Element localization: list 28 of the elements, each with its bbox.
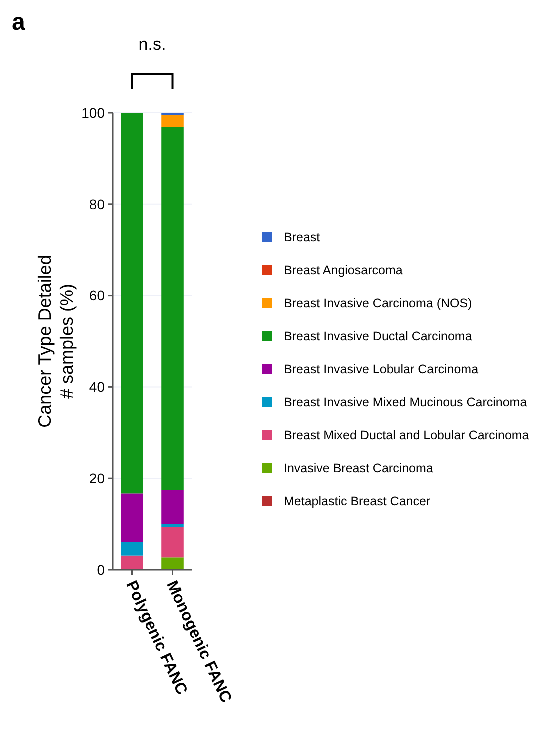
y-tick-label: 60 bbox=[89, 288, 106, 304]
y-tick-label: 40 bbox=[89, 379, 106, 396]
legend-label: Metaplastic Breast Cancer bbox=[284, 494, 431, 508]
legend-label: Breast bbox=[284, 230, 321, 244]
bar bbox=[121, 494, 144, 542]
bar bbox=[162, 127, 184, 490]
bar bbox=[162, 115, 184, 128]
text: n.s. bbox=[138, 35, 166, 54]
bar bbox=[162, 490, 184, 524]
y-tick-label: 0 bbox=[97, 562, 106, 578]
bar bbox=[162, 558, 184, 570]
legend-label: Breast Invasive Lobular Carcinoma bbox=[284, 362, 479, 376]
legend-label: Breast Mixed Ductal and Lobular Carcinoma bbox=[284, 428, 530, 442]
legend-label: Breast Invasive Mixed Mucinous Carcinoma bbox=[284, 395, 528, 410]
legend-label: Invasive Breast Carcinoma bbox=[284, 461, 434, 476]
bar bbox=[162, 528, 184, 558]
bar bbox=[121, 113, 144, 494]
bar bbox=[121, 556, 144, 570]
bar bbox=[121, 542, 144, 556]
y-tick-label: 20 bbox=[89, 470, 106, 486]
y-axis-title: Cancer Type Detailed # samples (%) bbox=[35, 255, 77, 428]
legend-label: Breast Angiosarcoma bbox=[284, 263, 403, 278]
y-tick-label: 80 bbox=[89, 196, 106, 212]
bar bbox=[162, 524, 184, 528]
legend-label: Breast Invasive Carcinoma (NOS) bbox=[284, 296, 472, 310]
legend-label: Breast Invasive Ductal Carcinoma bbox=[284, 329, 472, 344]
y-tick-label: 100 bbox=[82, 104, 106, 121]
text: a bbox=[12, 9, 26, 36]
